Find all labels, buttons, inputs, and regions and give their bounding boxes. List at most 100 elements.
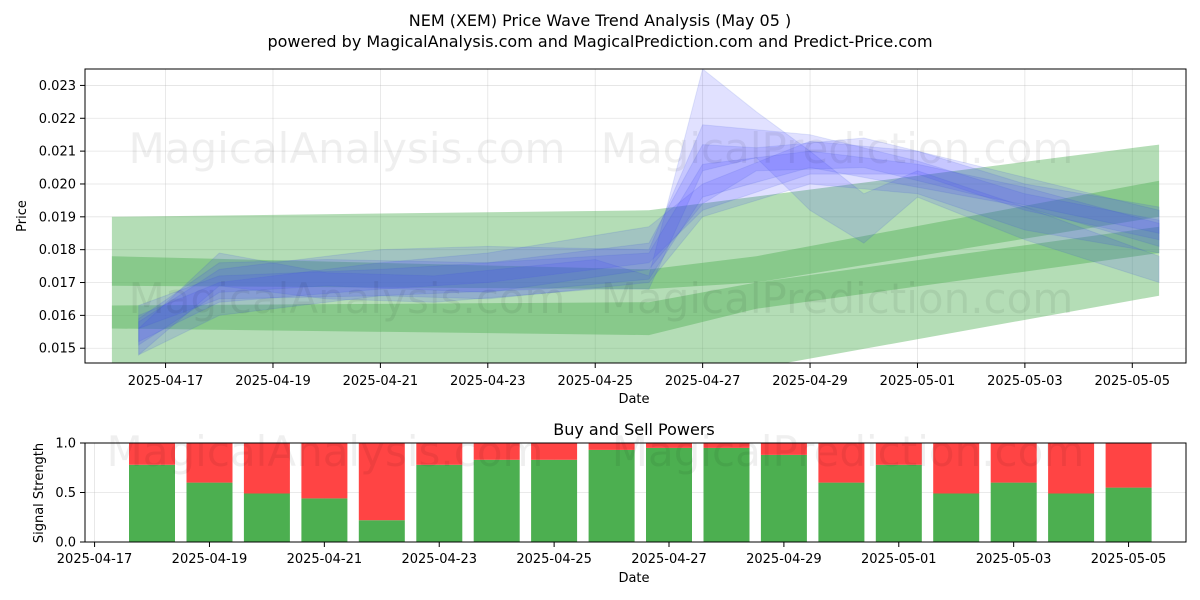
- buy-sell-y-tick-label: 0.0: [55, 536, 76, 551]
- buy-sell-y-tick-label: 1.0: [55, 437, 76, 452]
- price-y-tick-label: 0.021: [39, 145, 76, 160]
- chart-subtitle: powered by MagicalAnalysis.com and Magic…: [267, 32, 932, 51]
- buy-bar: [1105, 487, 1152, 542]
- sell-bar: [588, 443, 635, 450]
- price-x-tick-label: 2025-05-01: [880, 374, 956, 389]
- price-y-tick-label: 0.023: [39, 79, 76, 94]
- price-x-tick-label: 2025-04-19: [235, 374, 311, 389]
- blue-wave-band: [138, 137, 1160, 346]
- price-chart: MagicalAnalysis.com MagicalPrediction.co…: [15, 68, 1187, 407]
- buy-bar: [818, 482, 865, 542]
- price-x-tick-label: 2025-04-23: [450, 374, 526, 389]
- sell-bar: [760, 443, 807, 455]
- sell-bar: [1048, 443, 1095, 494]
- blue-wave-band: [138, 150, 1160, 330]
- sell-bar: [703, 443, 750, 448]
- buy-bar: [933, 493, 980, 542]
- buy-sell-chart: Buy and Sell Powers MagicalAnalysis.com …: [32, 420, 1187, 586]
- buy-bar: [243, 493, 290, 542]
- price-x-tick-label: 2025-04-29: [772, 374, 848, 389]
- buy-sell-bars: [129, 443, 1152, 542]
- buy-sell-x-tick-label: 2025-05-03: [976, 552, 1052, 567]
- price-x-tick-label: 2025-04-27: [665, 374, 741, 389]
- price-plot-frame: [84, 68, 1187, 364]
- price-grid: [85, 69, 1186, 363]
- buy-sell-x-ticks: 2025-04-17 2025-04-19 2025-04-21 2025-04-23…: [57, 542, 1167, 567]
- sell-bar: [473, 443, 520, 460]
- sell-bar: [416, 443, 463, 465]
- price-y-tick-label: 0.018: [39, 243, 76, 258]
- price-x-tick-label: 2025-05-03: [987, 374, 1063, 389]
- buy-sell-x-tick-label: 2025-04-21: [287, 552, 363, 567]
- price-y-tick-label: 0.016: [39, 309, 76, 324]
- buy-bar: [703, 447, 750, 542]
- sell-bar: [358, 443, 405, 521]
- watermark-magicalanalysis-lower: MagicalAnalysis.com: [129, 274, 566, 323]
- buy-bar: [646, 447, 692, 542]
- price-x-ticks: 2025-04-17 2025-04-19 2025-04-21 2025-04-23…: [128, 363, 1170, 389]
- watermark-magicalanalysis-upper: MagicalAnalysis.com: [129, 124, 566, 173]
- price-x-tick-label: 2025-04-25: [557, 374, 633, 389]
- buy-bar: [588, 449, 635, 542]
- buy-bar: [990, 482, 1037, 542]
- blue-wave-band: [138, 140, 1160, 343]
- price-y-tick-label: 0.020: [39, 177, 76, 192]
- buy-sell-y-tick-label: 0.5: [55, 486, 76, 501]
- chart-title: NEM (XEM) Price Wave Trend Analysis (May…: [409, 11, 792, 30]
- buy-bar: [473, 459, 520, 542]
- blue-waves: [138, 69, 1160, 356]
- buy-bar: [129, 464, 175, 542]
- buy-sell-x-tick-label: 2025-04-27: [631, 552, 707, 567]
- buy-sell-x-tick-label: 2025-04-19: [172, 552, 248, 567]
- green-bands: [111, 144, 1160, 363]
- watermark-magicalprediction-bars: MagicalPrediction.com: [612, 427, 1085, 476]
- sell-bar: [531, 443, 578, 460]
- buy-sell-x-axis-label: Date: [618, 571, 649, 586]
- watermark-magicalprediction-lower: MagicalPrediction.com: [601, 274, 1074, 323]
- price-y-tick-label: 0.019: [39, 210, 76, 225]
- price-y-ticks: 0.015 0.016 0.017 0.018 0.019 0.020 0.021 0.022…: [39, 79, 85, 357]
- sell-bar: [646, 443, 692, 448]
- sell-bar: [129, 443, 175, 465]
- buy-sell-y-axis-label: Signal Strength: [32, 443, 47, 543]
- blue-wave-band: [138, 69, 1160, 356]
- watermark-magicalanalysis-bars: MagicalAnalysis.com: [107, 427, 544, 476]
- green-band-wide-band: [111, 144, 1160, 363]
- buy-bar: [875, 464, 922, 542]
- watermark-magicalprediction-upper: MagicalPrediction.com: [601, 124, 1074, 173]
- buy-sell-x-tick-label: 2025-04-23: [401, 552, 477, 567]
- sell-bar: [818, 443, 865, 483]
- buy-sell-y-ticks: 0.0 0.5 1.0: [55, 437, 85, 551]
- buy-bar: [760, 454, 807, 542]
- price-x-tick-label: 2025-05-05: [1095, 374, 1171, 389]
- price-x-tick-label: 2025-04-17: [128, 374, 204, 389]
- buy-bar: [301, 498, 348, 542]
- blue-wave-band: [138, 124, 1160, 356]
- sell-bar: [186, 443, 233, 483]
- price-y-tick-label: 0.022: [39, 112, 76, 127]
- buy-sell-x-tick-label: 2025-04-17: [57, 552, 133, 567]
- buy-bar: [358, 520, 405, 542]
- sell-bar: [990, 443, 1037, 483]
- price-watermarks: MagicalAnalysis.com MagicalPrediction.co…: [129, 124, 1074, 323]
- buy-bar: [416, 464, 463, 542]
- buy-sell-watermarks: MagicalAnalysis.com MagicalPrediction.co…: [107, 427, 1085, 476]
- buy-bar: [186, 482, 233, 542]
- buy-sell-x-tick-label: 2025-04-25: [516, 552, 592, 567]
- green-band-upper-trend-band: [111, 180, 1160, 290]
- sell-bar: [933, 443, 980, 494]
- buy-sell-x-tick-label: 2025-05-01: [861, 552, 937, 567]
- sell-bar: [1105, 443, 1152, 488]
- price-x-axis-label: Date: [618, 392, 649, 407]
- buy-sell-x-tick-label: 2025-04-29: [746, 552, 822, 567]
- buy-bar: [1048, 493, 1095, 542]
- price-y-tick-label: 0.017: [39, 276, 76, 291]
- price-y-tick-label: 0.015: [39, 342, 76, 357]
- buy-sell-x-tick-label: 2025-05-05: [1091, 552, 1167, 567]
- green-band-lower-trend-band: [111, 226, 1160, 336]
- sell-bar: [301, 443, 348, 499]
- price-y-axis-label: Price: [15, 200, 30, 232]
- price-x-tick-label: 2025-04-21: [343, 374, 419, 389]
- sell-bar: [243, 443, 290, 494]
